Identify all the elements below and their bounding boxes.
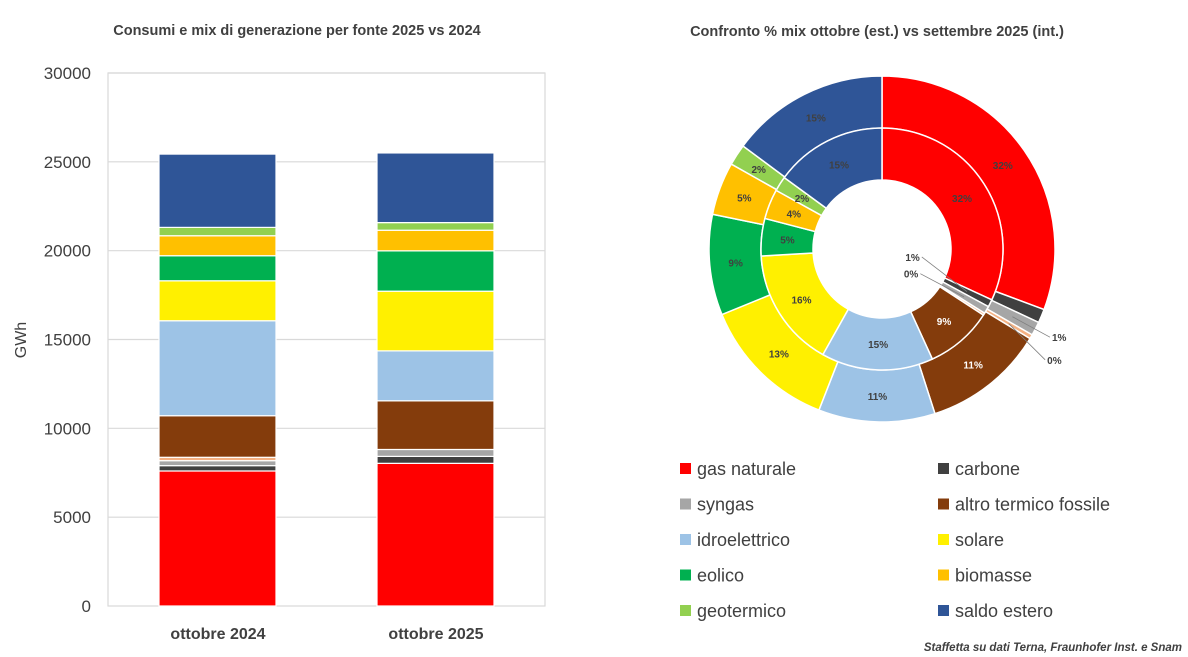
bar-segment-carbone — [158, 465, 277, 472]
y-axis-label: GWh — [13, 322, 30, 358]
legend-swatch — [938, 534, 949, 545]
legend-swatch — [680, 534, 691, 545]
inner-leader-line — [920, 273, 965, 298]
bar-segment-altro-termico-fossile — [376, 400, 495, 451]
bar-segment-idroelettrico — [376, 350, 495, 402]
legend-label: geotermico — [697, 601, 786, 621]
inner-data-label: 15% — [829, 160, 849, 171]
outer-data-label: 11% — [963, 360, 983, 371]
x-tick-label: ottobre 2024 — [170, 626, 265, 643]
inner-data-label: 2% — [795, 194, 810, 205]
inner-data-label: 5% — [780, 236, 795, 247]
legend-label: syngas — [697, 495, 754, 515]
bar-segment-syngas — [376, 448, 495, 458]
legend-label: carbone — [955, 459, 1020, 479]
outer-data-label: 1% — [1052, 333, 1067, 344]
y-tick-label: 0 — [82, 597, 91, 616]
legend-label: saldo estero — [955, 601, 1053, 621]
bar-segment-saldo-estero — [158, 153, 277, 228]
y-tick-label: 5000 — [53, 508, 91, 527]
bar-segment-saldo-estero — [376, 152, 495, 224]
y-tick-label: 30000 — [44, 64, 91, 83]
legend-swatch — [680, 498, 691, 510]
inner-data-label: 9% — [937, 317, 952, 328]
bar-segment-altro-termico-fossile — [158, 415, 277, 458]
x-tick-label: ottobre 2025 — [388, 626, 483, 643]
y-tick-label: 25000 — [44, 153, 91, 172]
bar-segment-biomasse — [376, 229, 495, 252]
donut-plot: 32% 1% 0% 11% 11% 13% 9% 5% 2% 15% 32% 1% 0% 9% 15% 16%… — [708, 75, 1067, 423]
bar-segment-geotermico — [376, 221, 495, 231]
donut-data-labels: 32% 1% 0% 11% 11% 13% 9% 5% 2% 15% 32% 1% 0% 9% 15% 16%… — [728, 114, 1066, 403]
bar-plot: 0 5000 10000 15000 20000 25000 30000 — [44, 64, 546, 616]
bar-chart-title: Consumi e mix di generazione per fonte 2… — [113, 23, 480, 39]
outer-data-label: 11% — [868, 392, 888, 403]
outer-leader-line — [1012, 316, 1051, 338]
outer-data-label: 32% — [993, 161, 1013, 172]
legend-swatch — [938, 605, 949, 616]
legend-swatch — [680, 463, 691, 474]
legend-swatch — [938, 498, 949, 510]
legend-label: idroelettrico — [697, 530, 790, 550]
legend: gas naturale carbone syngas altro termico f… — [680, 459, 1110, 621]
bar-segment-idroelettrico — [158, 320, 277, 417]
outer-leader-line — [1008, 323, 1046, 361]
donut-chart-title: Confronto % mix ottobre (est.) vs settem… — [690, 24, 1064, 40]
outer-data-label: 13% — [769, 350, 789, 361]
y-tick-label: 20000 — [44, 242, 91, 261]
outer-data-label: 5% — [737, 194, 752, 205]
bar-segment-biomasse — [158, 235, 277, 257]
legend-swatch — [938, 569, 949, 581]
bar-segment-geotermico — [158, 226, 277, 237]
y-tick-label: 10000 — [44, 419, 91, 438]
legend-label: biomasse — [955, 566, 1032, 586]
outer-data-label: 0% — [1047, 356, 1062, 367]
bar-segment-solare — [158, 280, 277, 322]
inner-data-label: 4% — [787, 210, 802, 221]
inner-data-label: 16% — [791, 295, 811, 306]
legend-swatch — [938, 463, 949, 474]
source-footer: Staffetta su dati Terna, Fraunhofer Inst… — [924, 642, 1182, 654]
bar-segment-syngas — [158, 460, 277, 467]
inner-data-label: 15% — [868, 340, 888, 351]
inner-data-label: 32% — [952, 194, 972, 205]
outer-data-label: 9% — [728, 259, 743, 270]
y-tick-label: 15000 — [44, 331, 91, 350]
bar-segment-gas-naturale — [158, 470, 277, 607]
outer-data-label: 2% — [751, 165, 766, 176]
legend-label: solare — [955, 530, 1004, 550]
bar-segment-carbone — [376, 455, 495, 464]
bar-segment-gas-naturale — [376, 462, 495, 607]
plot-area-border — [107, 72, 546, 607]
legend-label: altro termico fossile — [955, 495, 1110, 515]
inner-leader-line — [921, 256, 968, 292]
inner-slice-saldo-estero — [783, 127, 883, 210]
legend-swatch — [680, 605, 691, 616]
inner-data-label: 0% — [904, 270, 919, 281]
outer-data-label: 15% — [806, 114, 826, 125]
legend-label: gas naturale — [697, 459, 796, 479]
legend-label: eolico — [697, 566, 744, 586]
legend-swatch — [680, 569, 691, 581]
bar-segment-eolico — [376, 250, 495, 292]
inner-data-label: 1% — [905, 253, 920, 264]
inner-slice-gas-naturale — [881, 127, 1004, 301]
bar-segment-eolico — [158, 255, 277, 282]
bar-segment-solare — [376, 290, 495, 352]
